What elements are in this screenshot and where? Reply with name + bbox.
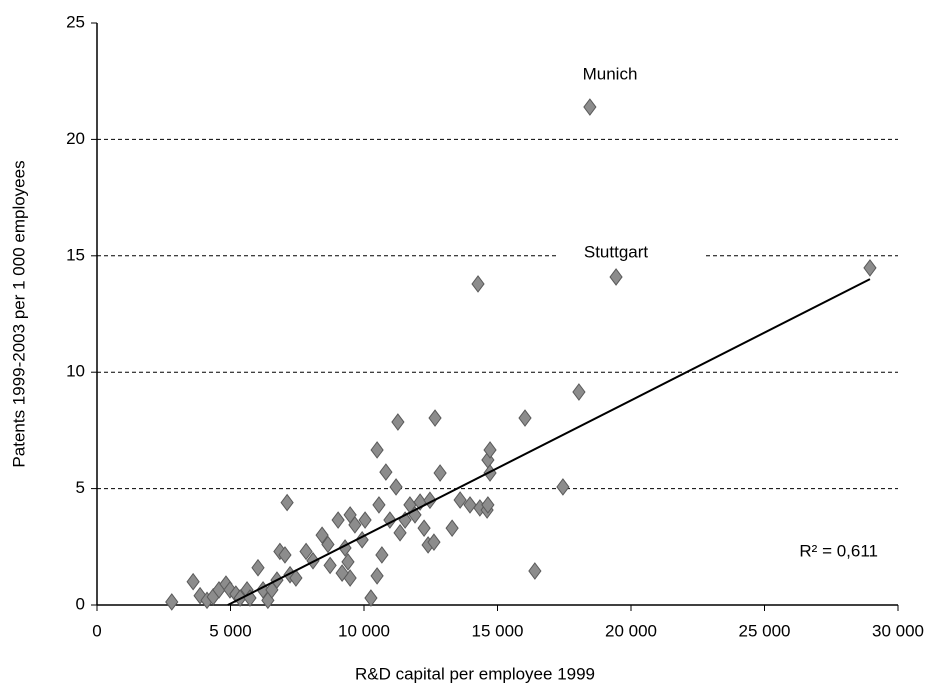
- x-tick-label: 0: [92, 621, 101, 640]
- point: [572, 383, 586, 401]
- annotation: R² = 0,611: [799, 541, 878, 560]
- y-tick-label: 0: [76, 594, 85, 613]
- point: [165, 593, 179, 611]
- point: [331, 511, 345, 529]
- point: [863, 259, 877, 277]
- point: [463, 496, 477, 514]
- y-tick-label: 10: [66, 362, 85, 381]
- point: [321, 535, 335, 554]
- x-tick-label: 15 000: [472, 621, 524, 640]
- point: [389, 478, 403, 496]
- point: [609, 268, 623, 286]
- x-axis-label: R&D capital per employee 1999: [355, 664, 595, 683]
- point: [335, 564, 349, 582]
- point: [528, 562, 542, 580]
- point: [278, 546, 292, 564]
- y-tick-label: 15: [66, 245, 85, 264]
- point: [556, 478, 570, 496]
- annotation: Stuttgart: [584, 242, 649, 261]
- annotation-bg: [558, 241, 704, 267]
- point: [364, 589, 378, 607]
- point: [372, 496, 386, 514]
- y-tick-label: 25: [66, 12, 85, 31]
- point: [471, 275, 485, 293]
- point: [348, 516, 362, 534]
- point: [428, 409, 442, 427]
- point: [280, 493, 294, 512]
- x-tick-label: 25 000: [739, 621, 791, 640]
- point: [299, 542, 313, 561]
- point: [453, 491, 467, 509]
- point: [370, 567, 384, 585]
- point: [391, 413, 405, 431]
- point: [427, 533, 441, 551]
- point: [518, 409, 532, 427]
- y-tick-label: 5: [76, 478, 85, 497]
- point: [375, 546, 389, 564]
- point: [445, 519, 459, 538]
- point: [379, 463, 393, 481]
- point: [323, 556, 337, 575]
- x-tick-label: 30 000: [872, 621, 924, 640]
- point: [358, 511, 372, 529]
- point: [393, 523, 407, 542]
- point: [433, 464, 447, 482]
- point: [583, 98, 597, 116]
- annotation: Munich: [583, 64, 638, 83]
- x-tick-label: 10 000: [338, 621, 390, 640]
- trendline: [227, 278, 871, 606]
- point: [483, 441, 497, 459]
- y-tick-label: 20: [66, 129, 85, 148]
- point: [289, 569, 303, 587]
- point: [370, 441, 384, 459]
- x-tick-label: 20 000: [605, 621, 657, 640]
- y-axis-label: Patents 1999-2003 per 1 000 employees: [9, 160, 28, 467]
- point: [251, 558, 265, 577]
- point: [186, 572, 200, 591]
- x-tick-label: 5 000: [209, 621, 252, 640]
- point: [315, 526, 329, 544]
- point: [417, 519, 431, 538]
- point: [341, 553, 355, 571]
- point: [481, 496, 495, 514]
